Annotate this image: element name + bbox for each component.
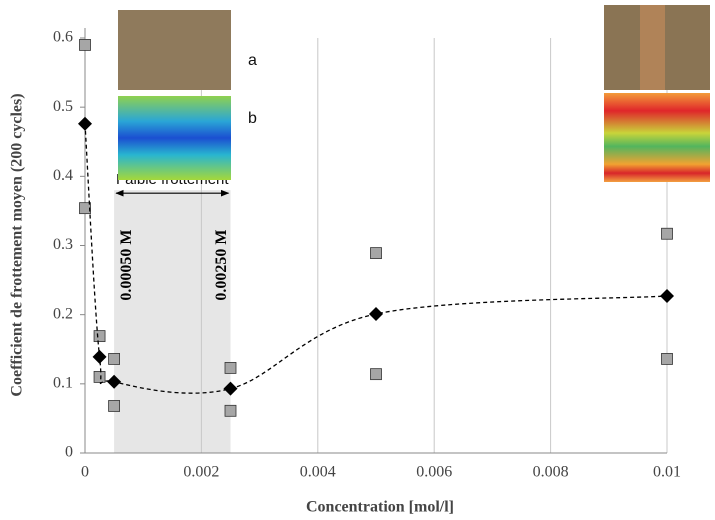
data-point [224,362,237,374]
x-tick-label: 0 [81,464,89,481]
y-tick-label: 0.4 [53,167,73,184]
data-point [93,371,106,383]
inset-map [118,96,231,180]
x-tick-label: 0.004 [300,464,336,481]
mean-point [78,116,92,131]
x-tick-label: 0.002 [183,464,219,481]
y-tick-label: 0.2 [53,305,73,322]
data-point [661,353,673,365]
mean-point [223,381,238,396]
inset-photo [118,10,231,90]
data-point [93,330,106,343]
data-point [108,353,120,365]
mean-point [660,288,674,303]
y-axis-label: Coefficient de frottement moyen (200 cyc… [9,93,26,396]
data-point [79,202,91,215]
y-tick-label: 0.6 [53,29,73,46]
data-point [224,404,237,417]
annotation: b [248,110,257,127]
mean-point [107,374,122,389]
inset-map [604,93,710,182]
x-tick-label: 0.006 [416,464,452,481]
data-point [661,227,673,240]
data-point [370,247,382,260]
annotation: 0.00050 M [118,229,135,300]
y-tick-label: 0 [65,444,73,461]
mean-point [92,349,107,364]
x-tick-label: 0.01 [653,464,681,481]
y-tick-label: 0.3 [53,236,73,253]
data-point [370,368,382,381]
trend-line [84,123,668,394]
annotation: 0.00250 M [213,229,230,300]
data-point [108,400,120,412]
y-tick-label: 0.1 [53,375,73,392]
x-tick-label: 0.008 [533,464,569,481]
mean-point [369,306,383,321]
annotation: a [248,52,257,69]
shaded-region [114,190,231,453]
x-axis-label: Concentration [mol/l] [306,499,454,516]
inset-wear-track [640,5,665,90]
data-point [79,39,91,51]
y-tick-label: 0.5 [53,98,73,115]
